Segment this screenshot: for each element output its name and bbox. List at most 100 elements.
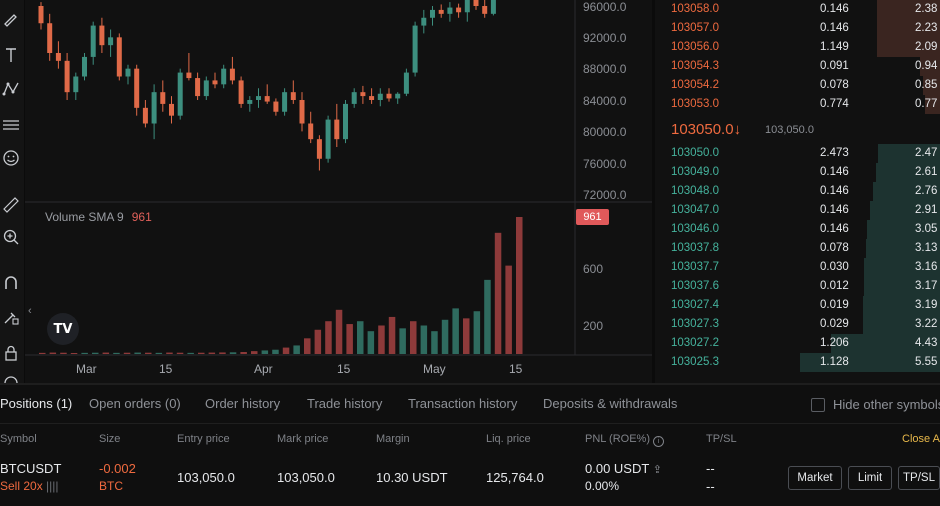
limit-close-button[interactable]: Limit — [848, 466, 892, 490]
mid-price[interactable]: 103050.0↓ — [671, 121, 741, 138]
col-pnl: PNL (ROE%) i — [585, 433, 665, 447]
candle-up — [247, 100, 253, 104]
volume-bar — [325, 321, 332, 354]
tradingview-logo[interactable]: TV — [47, 313, 79, 345]
bid-row[interactable]: 103046.0 0.146 3.05 — [655, 220, 940, 239]
mid-price-value: 103050.0 — [671, 121, 734, 138]
market-close-button[interactable]: Market — [788, 466, 842, 490]
volume-bar — [484, 279, 491, 354]
volume-bar — [410, 321, 417, 354]
bid-row[interactable]: 103037.7 0.030 3.16 — [655, 258, 940, 277]
collapse-chevron-icon[interactable]: ‹ — [28, 305, 32, 317]
ask-qty: 0.774 — [820, 98, 849, 110]
panel-divider[interactable] — [652, 0, 655, 385]
volume-bar — [176, 352, 184, 354]
bid-qty: 0.029 — [820, 318, 849, 330]
ask-qty: 0.146 — [820, 22, 849, 34]
bid-depth-bar — [800, 353, 940, 372]
bid-row[interactable]: 103049.0 0.146 2.61 — [655, 163, 940, 182]
bid-total: 2.91 — [915, 204, 938, 216]
ask-row[interactable]: 103054.2 0.078 0.85 — [655, 76, 940, 95]
bid-row[interactable]: 103037.8 0.078 3.13 — [655, 239, 940, 258]
position-symbol[interactable]: BTCUSDT — [0, 461, 62, 476]
ask-depth-bar — [877, 38, 940, 57]
pnl-value: 0.00 USDT ⇪ — [585, 461, 662, 476]
candle-down — [116, 37, 122, 77]
price-tick: 84000.0 — [583, 94, 627, 108]
tab-positions[interactable]: Positions (1) — [0, 396, 73, 411]
volume-bar — [102, 352, 110, 354]
bid-depth-bar — [863, 296, 940, 315]
close-all-button[interactable]: Close All — [902, 433, 940, 445]
ask-row[interactable]: 103054.3 0.091 0.94 — [655, 57, 940, 76]
hide-other-symbols-checkbox[interactable] — [811, 398, 825, 412]
ask-total: 2.23 — [915, 22, 938, 34]
candle-down — [264, 96, 270, 102]
lock-drawings-icon[interactable] — [0, 306, 22, 328]
info-icon[interactable]: i — [653, 436, 665, 447]
bid-row[interactable]: 103025.3 1.128 5.55 — [655, 353, 940, 372]
brush-icon[interactable] — [0, 8, 22, 30]
tab-open-orders[interactable]: Open orders (0) — [89, 396, 181, 411]
price-chart[interactable]: 96000.0 92000.0 88000.0 84000.0 80000.0 … — [25, 0, 652, 385]
tab-order-history[interactable]: Order history — [205, 396, 281, 411]
candle-down — [160, 92, 166, 104]
tpsl-button[interactable]: TP/SL — [898, 466, 940, 490]
emoji-icon[interactable] — [0, 147, 22, 169]
candle-down — [212, 80, 218, 85]
bid-price: 103047.0 — [671, 204, 719, 216]
ask-total: 0.77 — [915, 98, 938, 110]
bid-row[interactable]: 103047.0 0.146 2.91 — [655, 201, 940, 220]
horizontal-divider[interactable] — [0, 383, 940, 385]
tab-trade-history[interactable]: Trade history — [307, 396, 383, 411]
share-icon[interactable]: ⇪ — [652, 464, 662, 476]
bid-depth-bar — [867, 220, 940, 239]
candle-down — [38, 6, 44, 24]
zoom-in-icon[interactable] — [0, 226, 22, 248]
bid-row[interactable]: 103050.0 2.473 2.47 — [655, 144, 940, 163]
fib-icon[interactable] — [0, 114, 22, 136]
hide-other-symbols-label[interactable]: Hide other symbols — [833, 397, 940, 412]
ask-price: 103053.0 — [671, 98, 719, 110]
bid-qty: 0.146 — [820, 166, 849, 178]
bid-depth-bar — [831, 334, 940, 353]
volume-bar — [293, 345, 300, 354]
col-liq-price: Liq. price — [486, 433, 531, 445]
bid-price: 103025.3 — [671, 356, 719, 368]
bid-price: 103027.4 — [671, 299, 719, 311]
bid-row[interactable]: 103048.0 0.146 2.76 — [655, 182, 940, 201]
candle-down — [360, 92, 366, 97]
bid-row[interactable]: 103037.6 0.012 3.17 — [655, 277, 940, 296]
volume-bar — [282, 347, 290, 354]
ruler-icon[interactable] — [0, 194, 22, 216]
magnet-icon[interactable] — [0, 272, 22, 294]
tab-transaction-history[interactable]: Transaction history — [408, 396, 518, 411]
volume-bar — [367, 331, 375, 354]
candle-up — [447, 7, 453, 14]
bid-total: 3.19 — [915, 299, 938, 311]
ask-price: 103056.0 — [671, 41, 719, 53]
bid-price: 103050.0 — [671, 147, 719, 159]
bid-row[interactable]: 103027.2 1.206 4.43 — [655, 334, 940, 353]
pattern-icon[interactable] — [0, 78, 22, 100]
lock-icon[interactable] — [0, 342, 22, 364]
ask-row[interactable]: 103058.0 0.146 2.38 — [655, 0, 940, 19]
tab-deposits-withdrawals[interactable]: Deposits & withdrawals — [543, 396, 678, 411]
volume-indicator-title[interactable]: Volume SMA 9 961 — [45, 210, 152, 224]
ask-row[interactable]: 103053.0 0.774 0.77 — [655, 95, 940, 114]
roe-value: 0.00% — [585, 479, 620, 493]
candle-down — [369, 96, 375, 100]
candle-up — [256, 96, 261, 100]
time-tick: 15 — [159, 362, 173, 376]
volume-bar — [187, 352, 194, 354]
bid-row[interactable]: 103027.3 0.029 3.22 — [655, 315, 940, 334]
volume-bar — [346, 324, 353, 354]
ask-row[interactable]: 103056.0 1.149 2.09 — [655, 38, 940, 57]
candlestick-chart[interactable] — [25, 0, 652, 385]
volume-bar — [261, 350, 269, 354]
bid-row[interactable]: 103027.4 0.019 3.19 — [655, 296, 940, 315]
text-icon[interactable] — [0, 44, 22, 66]
ask-row[interactable]: 103057.0 0.146 2.23 — [655, 19, 940, 38]
col-tpsl: TP/SL — [706, 433, 737, 445]
